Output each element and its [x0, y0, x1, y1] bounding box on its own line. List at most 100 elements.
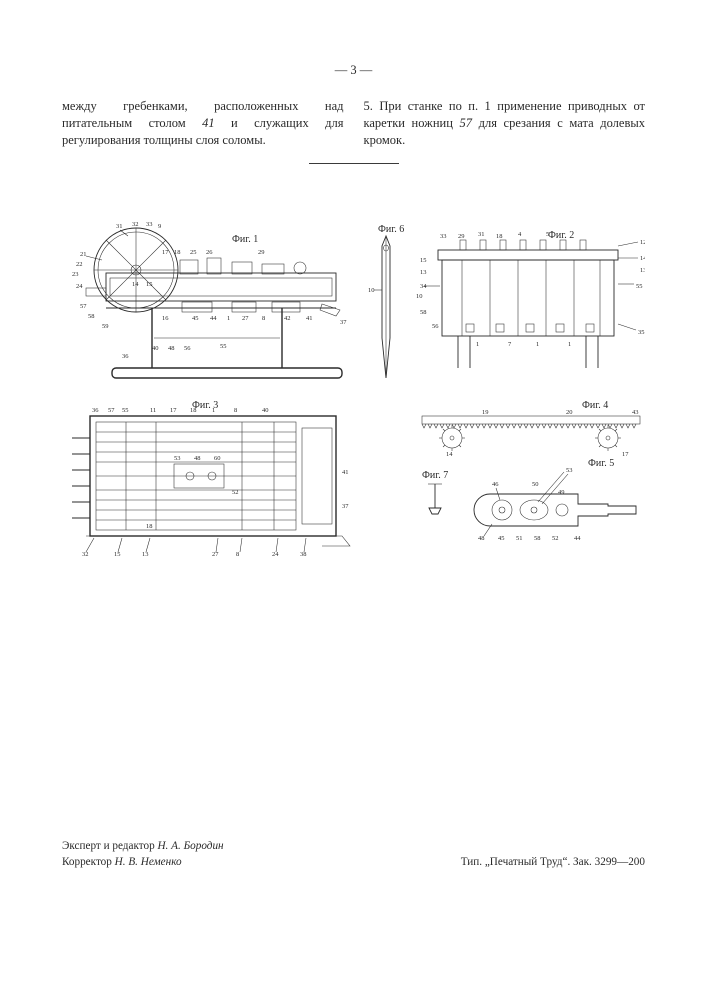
svg-text:14: 14: [132, 281, 139, 288]
left-column-text: между гребенками, расположенных над пита…: [62, 98, 344, 149]
svg-text:23: 23: [72, 271, 79, 278]
svg-text:55: 55: [220, 343, 227, 350]
ref-57: 57: [460, 116, 473, 130]
svg-text:17: 17: [622, 451, 629, 458]
svg-text:21: 21: [80, 251, 87, 258]
svg-text:56: 56: [432, 323, 439, 330]
fig4: Фиг. 4 19 20 43 14: [422, 400, 640, 458]
svg-text:48: 48: [194, 455, 201, 462]
svg-text:33: 33: [146, 221, 153, 228]
text-columns: между гребенками, расположенных над пита…: [62, 98, 645, 149]
fig4-label: Фиг. 4: [582, 400, 608, 411]
svg-text:45: 45: [498, 535, 505, 542]
svg-text:31: 31: [478, 231, 485, 238]
svg-text:10: 10: [416, 293, 423, 300]
svg-text:29: 29: [258, 249, 265, 256]
svg-text:4: 4: [518, 231, 522, 238]
svg-text:57: 57: [108, 407, 115, 414]
svg-text:16: 16: [162, 315, 169, 322]
svg-text:5: 5: [546, 231, 549, 238]
svg-text:10: 10: [368, 287, 375, 294]
svg-text:33: 33: [440, 233, 447, 240]
svg-text:55: 55: [636, 283, 643, 290]
credits: Эксперт и редактор Н. А. Бородин Коррект…: [62, 838, 224, 870]
svg-text:34: 34: [420, 283, 427, 290]
svg-text:1: 1: [476, 341, 479, 348]
svg-text:58: 58: [534, 535, 541, 542]
svg-text:48: 48: [168, 345, 175, 352]
svg-text:14: 14: [640, 255, 645, 262]
svg-text:46: 46: [492, 481, 499, 488]
svg-text:52: 52: [232, 489, 239, 496]
svg-text:37: 37: [342, 503, 349, 510]
svg-text:60: 60: [214, 455, 221, 462]
svg-text:43: 43: [632, 409, 639, 416]
svg-text:44: 44: [210, 315, 217, 322]
svg-text:13: 13: [420, 269, 427, 276]
fig5: Фиг. 5 53 46 50 49 48 45 51: [474, 458, 636, 542]
svg-text:15: 15: [146, 281, 153, 288]
svg-text:58: 58: [420, 309, 427, 316]
svg-text:51: 51: [516, 535, 523, 542]
corrector-name: Н. В. Неменко: [115, 856, 182, 868]
svg-text:35: 35: [638, 329, 645, 336]
corrector-label: Корректор: [62, 856, 112, 868]
svg-text:32: 32: [82, 551, 89, 558]
svg-text:15: 15: [420, 257, 427, 264]
page-number: — 3 —: [0, 62, 707, 79]
svg-text:8: 8: [262, 315, 265, 322]
fig6-label: Фиг. 6: [378, 224, 404, 235]
fig7-label: Фиг. 7: [422, 470, 448, 481]
right-column: 5. При станке по п. 1 применение приводн…: [364, 98, 646, 149]
svg-text:57: 57: [80, 303, 87, 310]
svg-text:31: 31: [116, 223, 123, 230]
svg-text:12: 12: [640, 239, 645, 246]
svg-text:32: 32: [132, 221, 139, 228]
fig7: Фиг. 7: [422, 470, 448, 514]
patent-page: — 3 — между гребенками, расположенных на…: [0, 0, 707, 1000]
svg-text:1: 1: [227, 315, 230, 322]
svg-text:17: 17: [162, 249, 169, 256]
svg-text:41: 41: [306, 315, 313, 322]
svg-text:42: 42: [284, 315, 291, 322]
svg-text:1: 1: [212, 407, 215, 414]
svg-text:20: 20: [566, 409, 573, 416]
svg-text:14: 14: [446, 451, 453, 458]
colophon: Тип. „Печатный Труд“. Зак. 3299—200: [461, 855, 645, 870]
svg-text:15: 15: [114, 551, 121, 558]
svg-text:17: 17: [170, 407, 177, 414]
svg-text:11: 11: [150, 407, 156, 414]
svg-text:29: 29: [458, 233, 465, 240]
svg-text:27: 27: [242, 315, 249, 322]
expert-name: Н. А. Бородин: [157, 840, 223, 852]
svg-text:40: 40: [262, 407, 269, 414]
fig2: Фиг. 2: [416, 230, 645, 368]
svg-text:58: 58: [88, 313, 95, 320]
svg-text:18: 18: [146, 523, 153, 530]
svg-text:24: 24: [272, 551, 279, 558]
fig6: Фиг. 6 10: [368, 224, 404, 378]
svg-text:26: 26: [206, 249, 213, 256]
svg-text:49: 49: [558, 489, 565, 496]
svg-text:13: 13: [142, 551, 149, 558]
svg-text:45: 45: [192, 315, 199, 322]
section-divider: [309, 163, 399, 164]
patent-drawings: Фиг. 1: [62, 218, 645, 586]
fig1-label: Фиг. 1: [232, 234, 258, 245]
svg-text:53: 53: [174, 455, 181, 462]
fig1: Фиг. 1: [72, 221, 347, 378]
right-column-text: 5. При станке по п. 1 применение приводн…: [364, 98, 646, 149]
svg-text:24: 24: [76, 283, 83, 290]
fig5-label: Фиг. 5: [588, 458, 614, 469]
fig3: Фиг. 3: [72, 400, 350, 558]
corrector-line: Корректор Н. В. Неменко: [62, 854, 224, 870]
left-column: между гребенками, расположенных над пита…: [62, 98, 344, 149]
svg-text:50: 50: [532, 481, 539, 488]
svg-text:37: 37: [340, 319, 347, 326]
svg-text:13: 13: [640, 267, 645, 274]
expert-label: Эксперт и редактор: [62, 840, 155, 852]
svg-text:27: 27: [212, 551, 219, 558]
svg-text:48: 48: [478, 535, 485, 542]
svg-text:41: 41: [342, 469, 349, 476]
svg-text:36: 36: [92, 407, 99, 414]
